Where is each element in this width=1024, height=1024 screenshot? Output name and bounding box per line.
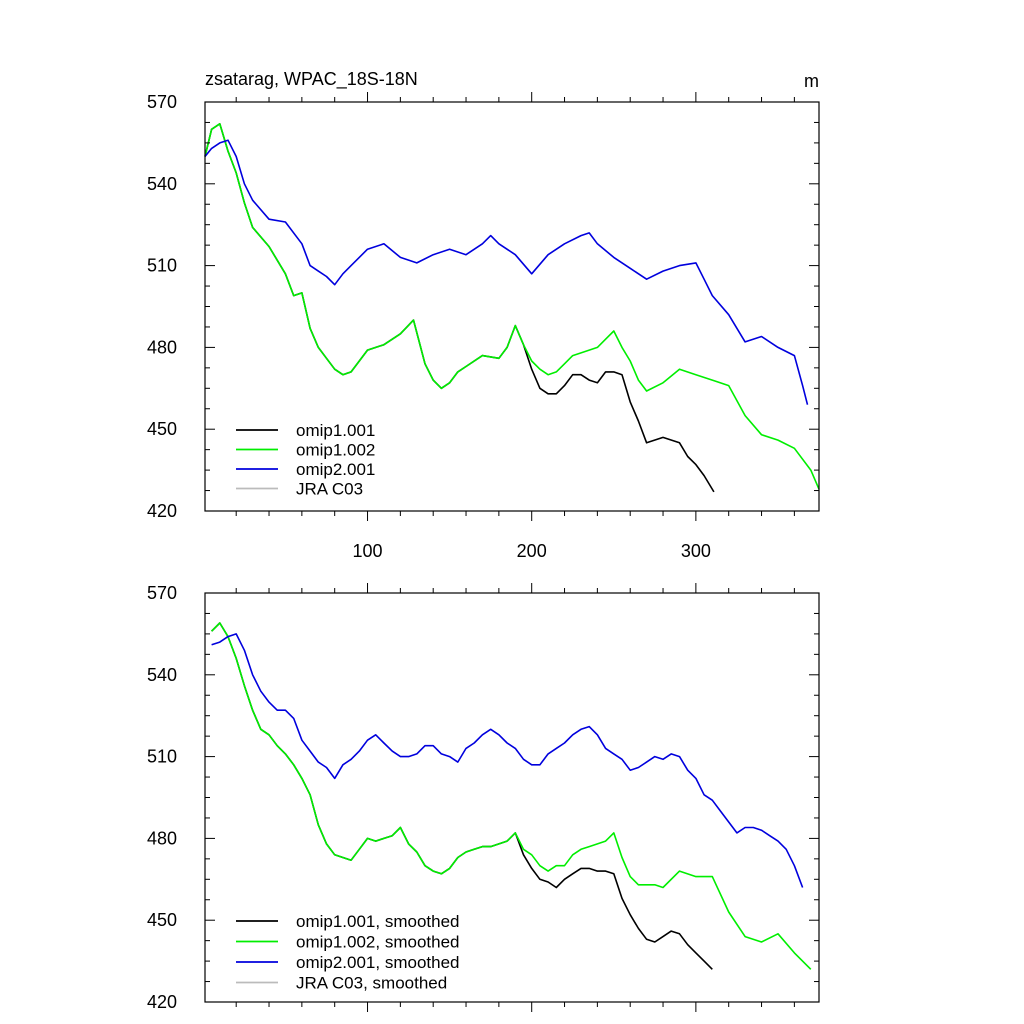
y-tick-label: 420 xyxy=(147,992,177,1012)
y-tick-label: 480 xyxy=(147,337,177,357)
chart-title: zsatarag, WPAC_18S-18N xyxy=(205,69,418,90)
series-line-2-3 xyxy=(211,633,804,888)
y-tick-label: 510 xyxy=(147,256,177,276)
x-tick-label: 300 xyxy=(681,541,711,561)
legend-label: omip2.001, smoothed xyxy=(296,953,460,972)
y-tick-label: 570 xyxy=(147,92,177,112)
series-line-2-1 xyxy=(211,622,713,970)
y-tick-label: 480 xyxy=(147,828,177,848)
x-tick-label: 200 xyxy=(517,541,547,561)
series-line-1-3 xyxy=(204,139,809,405)
y-tick-label: 540 xyxy=(147,665,177,685)
legend-label: omip2.001 xyxy=(296,460,375,479)
legend-label: JRA C03 xyxy=(296,480,363,499)
legend-label: omip1.002, smoothed xyxy=(296,933,460,952)
series-line-2-2 xyxy=(211,622,812,970)
legend-label: omip1.001, smoothed xyxy=(296,912,460,931)
legend-label: omip1.001 xyxy=(296,421,375,440)
y-tick-label: 420 xyxy=(147,501,177,521)
x-tick-label: 100 xyxy=(353,541,383,561)
y-tick-label: 570 xyxy=(147,583,177,603)
y-tick-label: 450 xyxy=(147,419,177,439)
units-label: m xyxy=(804,71,819,91)
legend: omip1.001, smoothed omip1.002, smoothedom… xyxy=(236,912,460,993)
series-line-1-1 xyxy=(204,123,715,493)
y-tick-label: 540 xyxy=(147,174,177,194)
y-tick-label: 510 xyxy=(147,747,177,767)
legend-label: omip1.002 xyxy=(296,441,375,460)
y-tick-label: 450 xyxy=(147,910,177,930)
legend-label: JRA C03, smoothed xyxy=(296,974,447,993)
plot-panel-1: 420 450 480 510 540 570 100 200 300 zsatarag, WPA… xyxy=(147,69,820,561)
series-line-1-2 xyxy=(204,123,820,490)
